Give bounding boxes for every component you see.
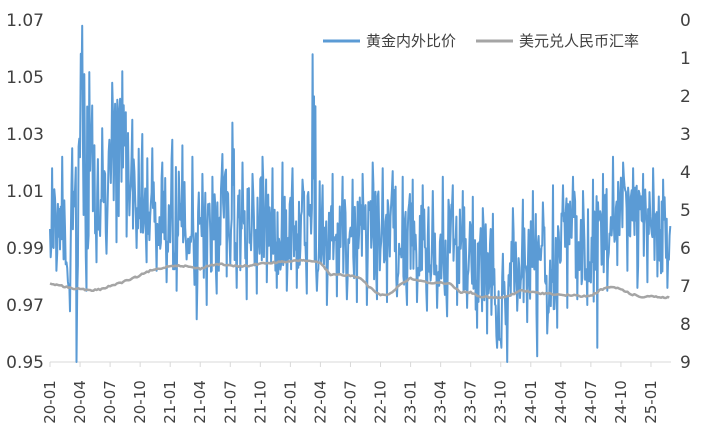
x-axis: 20-01 20-04 20-07 20-10 21-01 21-04 21-07 21-10… [41, 362, 660, 424]
y-right-tick-label: 0 [680, 11, 691, 31]
x-tick-label: 23-10 [492, 380, 510, 424]
y-right-tick-label: 9 [680, 353, 691, 373]
x-tick-label: 21-04 [191, 380, 209, 424]
x-tick-label: 23-07 [462, 380, 480, 424]
legend-label-gold-ratio: 黄金内外比价 [366, 32, 456, 50]
y-right-tick-label: 5 [680, 201, 691, 221]
y-left-tick-label: 0.95 [6, 353, 44, 373]
series-line-usd-cny [49, 258, 670, 300]
x-tick-label: 24-10 [612, 380, 630, 424]
x-tick-label: 20-10 [131, 380, 149, 424]
x-tick-label: 21-10 [251, 380, 269, 424]
legend: 黄金内外比价 美元兑人民币汇率 [323, 32, 639, 50]
x-tick-label: 22-10 [372, 380, 390, 424]
x-tick-label: 21-07 [221, 380, 239, 424]
y-right-tick-label: 8 [680, 315, 691, 335]
x-tick-label: 22-07 [341, 380, 359, 424]
x-tick-label: 24-04 [552, 380, 570, 424]
left-y-axis: 0.95 0.97 0.99 1.01 1.03 1.05 1.07 [6, 11, 44, 373]
x-tick-label: 24-01 [522, 380, 540, 424]
x-tick-label: 23-01 [402, 380, 420, 424]
y-right-tick-label: 4 [680, 163, 691, 183]
y-left-tick-label: 1.05 [6, 68, 44, 88]
y-left-tick-label: 1.03 [6, 125, 44, 145]
y-right-tick-label: 2 [680, 87, 691, 107]
y-right-tick-label: 7 [680, 277, 691, 297]
x-tick-label: 23-04 [432, 380, 450, 424]
y-left-tick-label: 0.97 [6, 296, 44, 316]
plot-area [49, 24, 672, 363]
y-left-tick-label: 1.01 [6, 182, 44, 202]
x-tick-label: 21-01 [161, 380, 179, 424]
right-y-axis: 0 1 2 3 4 5 6 7 8 9 [680, 11, 691, 373]
x-tick-label: 24-07 [582, 380, 600, 424]
x-tick-label: 22-01 [281, 380, 299, 424]
series-line-gold-ratio [49, 24, 672, 363]
x-tick-label: 20-07 [101, 380, 119, 424]
x-tick-label: 20-01 [41, 380, 59, 424]
y-left-tick-label: 0.99 [6, 239, 44, 259]
y-left-tick-label: 1.07 [6, 11, 44, 31]
x-tick-label: 20-04 [71, 380, 89, 424]
y-right-tick-label: 6 [680, 239, 691, 259]
legend-label-usd-cny: 美元兑人民币汇率 [519, 32, 639, 50]
y-right-tick-label: 1 [680, 49, 691, 69]
x-tick-label: 25-01 [642, 380, 660, 424]
x-tick-label: 22-04 [311, 380, 329, 424]
y-right-tick-label: 3 [680, 125, 691, 145]
